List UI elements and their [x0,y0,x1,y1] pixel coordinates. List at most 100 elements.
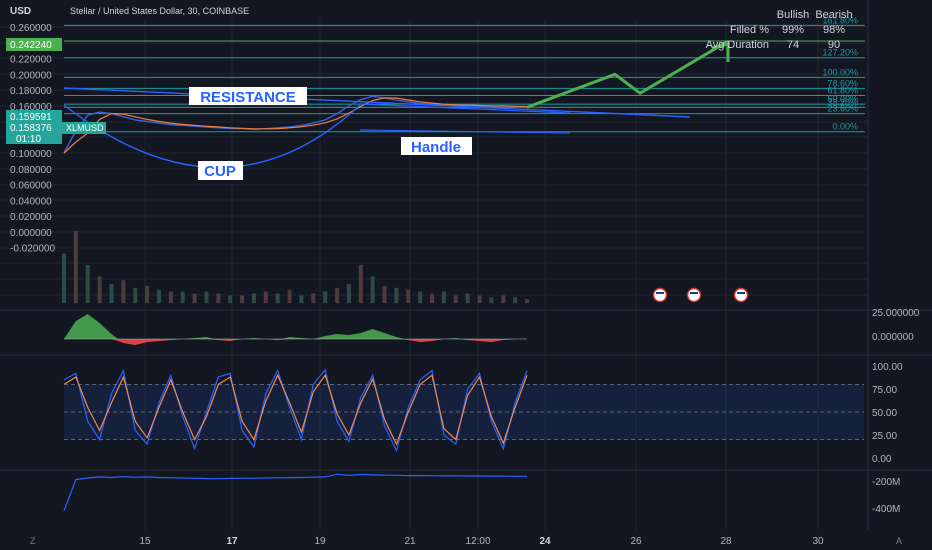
volume-bar [465,293,470,303]
upper-price-value: 0.159591 [10,112,52,123]
projection-line [526,39,729,109]
volume-bar [501,295,506,303]
time-axis[interactable]: 15 17 19 21 12:00 24 26 28 30 [139,536,824,547]
chart-title: Stellar / United States Dollar, 30, COIN… [70,6,249,16]
volume-bar [441,291,446,303]
timezone-icon[interactable]: Z [30,536,36,546]
stoch-tick-label: 25.00 [872,431,897,442]
handle-annotation[interactable]: Handle [401,137,472,156]
price-tick-label: 0.220000 [10,55,52,66]
resistance-line [63,87,691,118]
handle-channel-upper [359,103,571,114]
current-price-tag: 0.158376 01:10 [6,122,62,145]
event-flag-icon [652,287,668,303]
stats-row-bullish: 74 [787,39,799,51]
event-flag-icon [733,287,749,303]
stoch-k-line [63,368,528,453]
stats-header-bullish: Bullish [777,9,809,21]
time-tick-label: 21 [404,536,416,547]
stoch-tick-label: 75.00 [872,385,897,396]
volume-bar [299,295,304,303]
cup-annotation[interactable]: CUP [198,161,243,180]
time-tick-label: 15 [139,536,151,547]
event-flags[interactable] [652,287,749,303]
stoch-d-line [63,373,528,446]
volume-bar [97,276,102,303]
volume-bar [525,299,529,303]
volume-bar [323,291,328,303]
upper-price-tag: 0.159591 [6,110,62,123]
volume-bar [453,295,458,303]
volume-bar [358,265,363,303]
volume-bar [418,291,423,303]
grid-lines [0,0,932,530]
price-tick-label: 0.080000 [10,165,52,176]
price-tick-label: 0.260000 [10,23,52,34]
fib-level-label: 0.00% [832,122,858,132]
price-tick-label: -0.020000 [10,244,55,255]
projection-path[interactable] [526,39,730,109]
stochastic-pane [63,368,864,453]
target-price-tag: 0.242240 [6,38,62,51]
momentum-negative-area [64,339,527,345]
volume-bar [156,289,161,303]
event-flag-stripe [690,292,698,294]
fib-level-label: 38.20% [827,97,858,107]
fib-level-label: 61.80% [827,86,858,96]
volume-bar [477,295,482,303]
volume-bar [204,291,209,303]
time-tick-label: 19 [314,536,326,547]
stats-row-bullish: 99% [782,24,804,36]
time-tick-label: 12:00 [465,536,490,547]
volume-bar [311,293,316,303]
current-price-value: 0.158376 [10,123,52,134]
volume-bar [382,285,387,303]
volume-bar [85,265,90,303]
event-flag-stripe [737,292,745,294]
momentum-tick-label: 25.000000 [872,308,920,319]
volume-bar [192,293,197,303]
price-tick-label: 0.040000 [10,196,52,207]
stats-row-bearish: 98% [823,24,845,36]
time-tick-label: 24 [539,536,551,547]
volume-bar [133,287,138,303]
price-tick-label: 0.060000 [10,181,52,192]
volume-bar [251,293,256,303]
stoch-tick-label: 50.00 [872,408,897,419]
stats-table: Bullish Bearish Filled % 99% 98% Avg Dur… [706,9,853,51]
volume-bar [346,284,351,303]
fib-level-label: 161.80% [822,15,858,25]
momentum-pane [64,314,527,345]
stats-header-bearish: Bearish [815,9,852,21]
volume-bar [145,285,150,303]
time-tick-label: 30 [812,536,824,547]
volume-bar [275,293,280,303]
fib-level-label: 50.00% [827,94,858,104]
price-axis[interactable]: 0.2600000.2400000.2200000.2000000.180000… [10,23,920,515]
auto-scale-icon[interactable]: A [896,536,902,546]
currency-label: USD [10,6,31,17]
volume-bar [394,287,399,303]
event-flag-icon [686,287,702,303]
volume-bar [406,289,411,303]
cumulative-tick-label: -400M [872,504,900,515]
volume-bar [73,230,78,303]
resistance-label: RESISTANCE [200,89,296,106]
volume-bar [513,297,518,303]
volume-bar [287,289,292,303]
volume-bar [335,287,340,303]
stoch-tick-label: 0.00 [872,454,892,465]
fib-level-label: 78.60% [827,78,858,88]
resistance-annotation[interactable]: RESISTANCE [189,87,307,106]
stoch-tick-label: 100.00 [872,362,903,373]
price-tick-label: 0.200000 [10,70,52,81]
projection-arrowhead [711,42,730,62]
stats-row-label: Filled % [730,24,769,36]
symbol-tag: XLMUSD [62,122,106,134]
price-tick-label: 0.180000 [10,86,52,97]
fib-level-label: 127.20% [822,48,858,58]
fib-level-label: 100.00% [822,67,858,77]
cup-curve [63,104,361,169]
price-tick-label: 0.160000 [10,102,52,113]
